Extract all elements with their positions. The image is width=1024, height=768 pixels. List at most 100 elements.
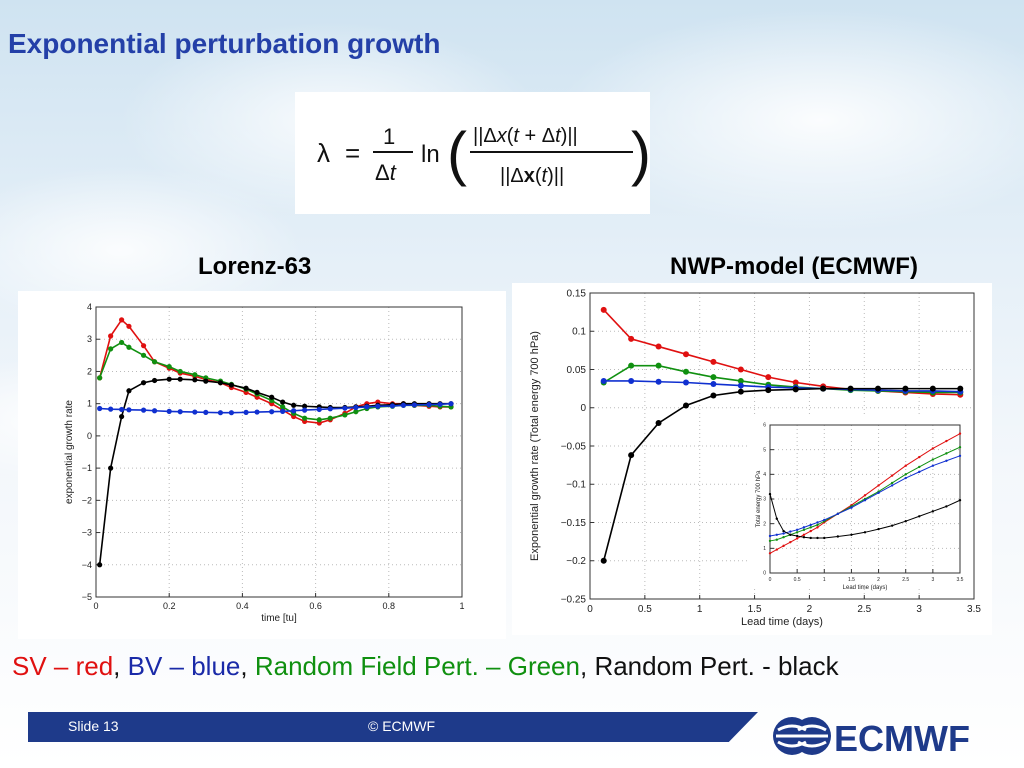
data-point xyxy=(166,408,172,414)
data-point xyxy=(140,352,147,358)
data-point xyxy=(628,377,635,384)
data-point xyxy=(765,387,772,394)
inset-x-tick-label: 1 xyxy=(823,577,826,583)
inset-data-point xyxy=(782,544,785,548)
data-point xyxy=(342,412,348,418)
inset-y-tick-label: 0 xyxy=(763,571,766,577)
inset-data-point xyxy=(904,476,907,480)
data-point xyxy=(280,404,286,410)
color-legend: SV – red, BV – blue, Random Field Pert. … xyxy=(12,651,839,682)
legend-sv: SV – red xyxy=(12,651,114,681)
data-point xyxy=(792,379,799,386)
data-point xyxy=(126,344,132,350)
data-point xyxy=(269,409,275,415)
axes-frame xyxy=(95,306,463,598)
inset-x-axis-label: Lead time (days) xyxy=(843,585,888,591)
inset-y-axis-label: Total energy 700 hPa xyxy=(756,470,762,527)
data-point xyxy=(126,388,132,394)
y-tick-label: −0.05 xyxy=(561,441,587,452)
series-line xyxy=(602,387,961,561)
inset-data-point xyxy=(782,532,785,535)
y-axis-label: exponential growth rate xyxy=(64,400,75,504)
inset-data-point xyxy=(816,521,819,524)
slide-title: Exponential perturbation growth xyxy=(8,28,441,59)
data-point xyxy=(628,362,635,369)
legend-bv: BV – blue xyxy=(127,651,241,681)
data-point xyxy=(97,562,103,568)
inset-data-point xyxy=(795,531,799,534)
data-point xyxy=(327,415,333,421)
data-point xyxy=(280,408,286,414)
data-point xyxy=(177,376,183,382)
data-point xyxy=(375,403,381,409)
inset-y-tick-label: 6 xyxy=(763,423,766,429)
data-point xyxy=(765,374,772,381)
data-point xyxy=(192,409,198,415)
lorenz-chart-panel: 0 0.2 0.4 0.6 0.8 1 −5 −4 −3 −2 −1 0 1 2 3 4 time [tu] ex… xyxy=(18,291,506,639)
inset-data-point xyxy=(775,548,778,551)
ecmwf-logo: ECMWF xyxy=(770,714,1000,759)
inset-data-point xyxy=(775,517,778,520)
y-tick-label: 1 xyxy=(87,399,92,409)
inset-data-point xyxy=(890,484,894,487)
data-point xyxy=(957,385,964,392)
data-point xyxy=(119,406,125,413)
inset-x-tick-label: 2.5 xyxy=(902,577,909,583)
y-tick-label: −0.25 xyxy=(561,594,587,605)
x-tick-label: 0.5 xyxy=(638,604,652,615)
inset-data-point xyxy=(945,439,948,443)
inset-y-tick-label: 3 xyxy=(763,497,766,503)
data-point xyxy=(929,385,936,392)
svg-text:1: 1 xyxy=(383,124,395,149)
inset-x-tick-label: 1.5 xyxy=(848,577,855,583)
data-point xyxy=(151,377,158,384)
inset-data-point xyxy=(823,536,826,540)
lorenz-chart: 0 0.2 0.4 0.6 0.8 1 −5 −4 −3 −2 −1 0 1 2 3 4 time [tu] ex… xyxy=(64,302,465,624)
x-tick-label: 3 xyxy=(916,604,922,615)
inset-data-point xyxy=(768,552,772,555)
data-point xyxy=(683,351,689,358)
data-point xyxy=(228,410,235,416)
inset-data-point xyxy=(877,527,880,531)
data-point xyxy=(364,404,370,410)
inset-plot-area: 0 0.5 1 1.5 2 2.5 3 3.5 0 1 2 3 4 5 6 Lead time (days) T… xyxy=(756,423,964,591)
slide-number: Slide 13 xyxy=(68,718,119,734)
inset-data-point xyxy=(863,531,867,534)
inset-data-point xyxy=(877,484,880,487)
inset-data-point xyxy=(904,520,907,523)
inset-data-point xyxy=(890,481,894,485)
inset-data-point xyxy=(890,524,894,527)
y-tick-label: −0.1 xyxy=(566,480,586,491)
inset-data-point xyxy=(823,518,826,522)
inset-data-point xyxy=(945,505,948,508)
data-point xyxy=(166,376,172,382)
inset-data-point xyxy=(768,534,772,538)
data-point xyxy=(655,362,662,369)
data-point xyxy=(108,346,114,352)
inset-data-point xyxy=(768,492,772,496)
inset-data-point xyxy=(816,526,819,529)
inset-y-tick-label: 4 xyxy=(763,472,766,478)
inset-data-point xyxy=(904,473,907,476)
footer-bar: Slide 13 © ECMWF xyxy=(28,712,758,742)
inset-data-point xyxy=(890,474,894,477)
inset-data-point xyxy=(802,528,806,532)
inset-data-point xyxy=(775,538,778,541)
data-point xyxy=(302,403,308,409)
data-point xyxy=(316,406,322,413)
nwp-chart: 0 0.5 1 1.5 2 2.5 3 3.5 −0.25 −0.2 −0.15 −0.1 −0.05 0… xyxy=(529,288,981,628)
inset-data-point xyxy=(809,536,812,540)
lyapunov-formula: λ = 1 Δt ln ( ||Δx(t + Δt)|| ||Δx(t)|| ) xyxy=(317,120,650,187)
data-point xyxy=(243,409,249,415)
plot-area: 0 0.2 0.4 0.6 0.8 1 −5 −4 −3 −2 −1 0 1 2 3 4 time [tu] ex… xyxy=(64,302,465,624)
data-point xyxy=(126,323,132,329)
data-point xyxy=(655,378,662,385)
data-point xyxy=(600,306,607,313)
data-point xyxy=(710,392,717,399)
inset-data-point xyxy=(775,533,778,536)
copyright: © ECMWF xyxy=(368,718,436,734)
data-point xyxy=(389,403,396,409)
data-point xyxy=(353,409,359,415)
data-point xyxy=(302,407,308,413)
inset-data-point xyxy=(789,540,792,544)
